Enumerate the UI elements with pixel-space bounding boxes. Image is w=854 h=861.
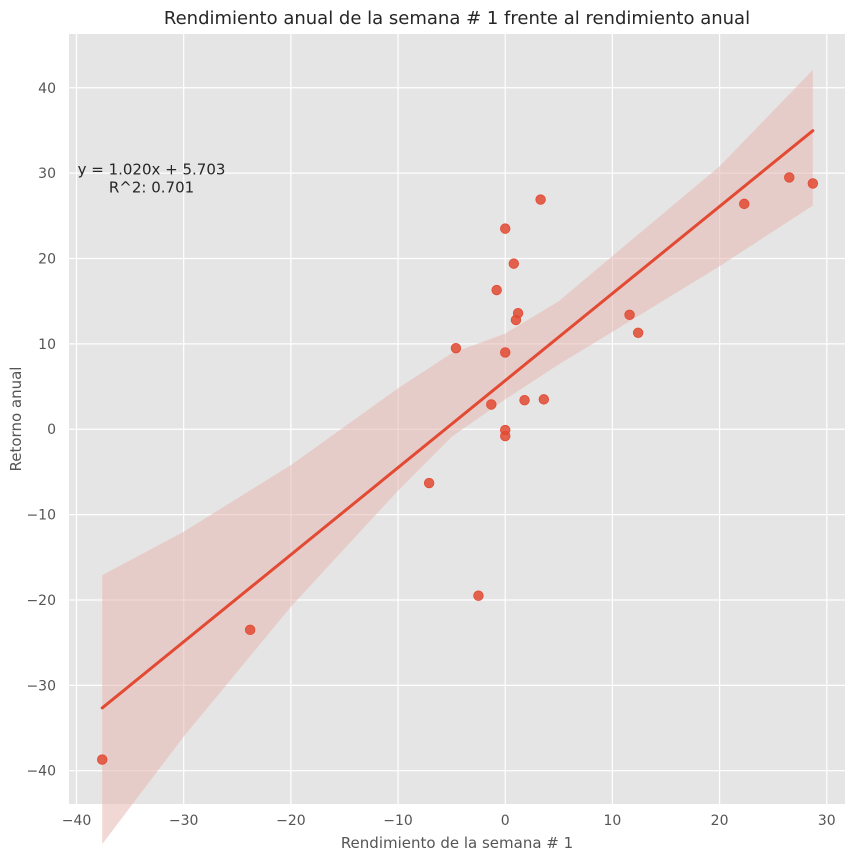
regression-line-layer (100, 129, 815, 710)
x-axis-label: Rendimiento de la semana # 1 (341, 834, 573, 852)
y-tick-label: −30 (26, 678, 56, 694)
data-point (500, 430, 511, 442)
data-point (538, 394, 550, 405)
x-tick-labels: −40 −30 −20 −10 0 10 20 30 (62, 813, 836, 829)
data-point (784, 172, 795, 183)
x-tick-label: −10 (383, 813, 413, 829)
confidence-band (102, 69, 813, 845)
points-layer (97, 172, 819, 765)
data-point (491, 284, 502, 296)
y-tick-labels: −40 −30 −20 −10 0 10 20 30 40 (26, 81, 56, 780)
x-tick-label: 0 (501, 813, 510, 829)
data-point (535, 194, 546, 205)
y-tick-label: 10 (38, 337, 56, 353)
data-point (244, 624, 256, 636)
y-tick-label: −10 (26, 508, 56, 524)
x-tick-label: 20 (711, 813, 729, 829)
r-squared-label: R^2: 0.701 (109, 178, 194, 196)
y-axis-label: Retorno anual (7, 367, 25, 472)
chart-title: Rendimiento anual de la semana # 1 frent… (164, 8, 750, 29)
data-point (97, 754, 108, 765)
regression-line (100, 129, 815, 710)
x-tick-label: −30 (169, 813, 199, 829)
y-tick-label: −20 (26, 593, 56, 609)
y-tick-label: 20 (38, 252, 56, 268)
data-point (486, 399, 497, 410)
data-point (519, 395, 530, 406)
x-tick-label: 10 (604, 813, 622, 829)
y-tick-label: 0 (47, 422, 56, 438)
data-point (512, 307, 524, 319)
y-tick-label: 30 (38, 166, 56, 182)
regression-equation: y = 1.020x + 5.703 (78, 160, 226, 178)
data-point (473, 590, 484, 601)
data-point (624, 309, 635, 321)
x-tick-label: −40 (62, 813, 92, 829)
data-point (739, 198, 750, 210)
data-point (500, 223, 511, 234)
confidence-band-layer (102, 69, 813, 845)
data-point (500, 347, 511, 358)
x-tick-label: 30 (818, 813, 836, 829)
data-point (807, 178, 819, 189)
data-point (632, 327, 644, 338)
y-tick-label: −40 (26, 764, 56, 780)
data-point (450, 342, 462, 354)
x-tick-label: −20 (276, 813, 306, 829)
y-tick-label: 40 (38, 81, 56, 97)
data-point (508, 258, 520, 269)
data-point (423, 477, 435, 489)
